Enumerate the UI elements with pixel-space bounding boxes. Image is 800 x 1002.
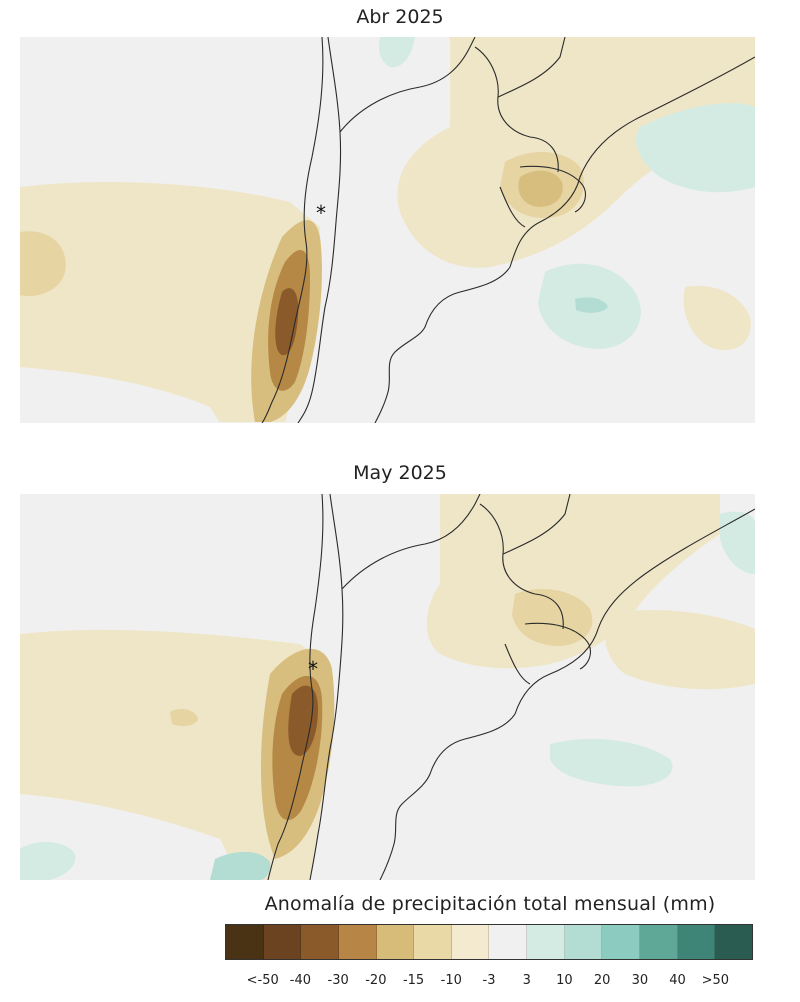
border-uruguay-west xyxy=(499,186,526,228)
border-brazil xyxy=(502,494,571,555)
wet-anomaly-south-tip xyxy=(210,851,271,880)
dry-anomaly-north xyxy=(397,37,755,268)
map-april: * xyxy=(20,37,755,423)
colorbar-swatch xyxy=(677,925,716,959)
dry-anomaly-north xyxy=(426,494,720,669)
dry-anomaly-uruguay-core xyxy=(518,170,563,207)
city-marker-icon: * xyxy=(308,657,318,681)
border-uruguay xyxy=(519,165,586,213)
wet-anomaly-north xyxy=(378,37,415,68)
colorbar-swatch xyxy=(602,925,641,959)
dry-anomaly-west-spot xyxy=(170,708,198,727)
border-andes xyxy=(297,37,342,423)
dry-anomaly-west-spot xyxy=(20,231,66,297)
colorbar-swatch xyxy=(564,925,603,959)
colorbar-swatch xyxy=(451,925,490,959)
wet-anomaly-south-core xyxy=(575,297,608,313)
colorbar-swatch xyxy=(715,925,752,959)
panel-title-may: May 2025 xyxy=(353,462,447,484)
colorbar-title: Anomalía de precipitación total mensual … xyxy=(264,893,716,915)
colorbar-tick-label: <-50 xyxy=(246,973,279,988)
colorbar-tick-label: >50 xyxy=(701,973,729,988)
border-paraguay xyxy=(479,503,564,630)
border-uruguay-west xyxy=(504,643,531,685)
colorbar-swatch xyxy=(263,925,302,959)
wet-anomaly-atlantic xyxy=(636,103,755,193)
colorbar-tick-label: 30 xyxy=(631,973,649,988)
dry-anomaly-pacific-low xyxy=(20,367,220,423)
colorbar-swatch xyxy=(301,925,339,959)
border-uruguay xyxy=(524,622,591,670)
dry-anomaly-uruguay xyxy=(512,589,593,646)
border-argentina-north xyxy=(339,37,476,133)
colorbar-tick-label: -40 xyxy=(289,973,312,988)
colorbar-tick-labels: <-50 -40 -30 -20 -15 -10 -3 3 10 20 30 40 >50 xyxy=(225,973,753,997)
colorbar-tick-label: 3 xyxy=(522,973,531,988)
border-brazil xyxy=(497,37,566,98)
colorbar-swatch xyxy=(640,925,678,959)
colorbar-tick-label: -30 xyxy=(327,973,349,988)
colorbar-tick-label: 10 xyxy=(556,973,573,988)
colorbar-swatch xyxy=(527,925,565,959)
dry-anomaly-chile-deep xyxy=(275,288,299,356)
panel-title-april: Abr 2025 xyxy=(356,6,444,28)
dry-anomaly-east xyxy=(683,285,751,351)
colorbar-swatch xyxy=(414,925,452,959)
colorbar-tick-label: -15 xyxy=(402,973,425,988)
city-marker-icon: * xyxy=(316,201,326,225)
colorbar xyxy=(225,924,753,960)
border-paraguay xyxy=(474,46,559,173)
coastline-pacific xyxy=(261,37,324,423)
colorbar-swatch xyxy=(338,925,377,959)
dry-anomaly-east xyxy=(605,609,755,690)
colorbar-tick-label: -10 xyxy=(440,973,462,988)
coastline-atlantic xyxy=(379,508,755,880)
wet-anomaly-southwest xyxy=(20,842,76,880)
wet-anomaly-south-atlantic xyxy=(550,739,673,787)
colorbar-tick-label: -20 xyxy=(365,973,387,988)
colorbar-swatch xyxy=(226,925,264,959)
colorbar-tick-label: 20 xyxy=(593,973,611,988)
colorbar-swatch xyxy=(376,925,415,959)
colorbar-swatch xyxy=(489,925,528,959)
dry-anomaly-pacific xyxy=(20,182,320,422)
wet-anomaly-east-north xyxy=(720,511,755,574)
dry-anomaly-chile-deep xyxy=(288,685,318,756)
coastline-atlantic xyxy=(374,56,755,423)
border-andes xyxy=(309,494,344,880)
colorbar-tick-label: 40 xyxy=(669,973,686,988)
map-may: * xyxy=(20,494,755,880)
border-argentina-north xyxy=(341,494,481,590)
colorbar-tick-label: -3 xyxy=(482,973,496,988)
coastline-pacific xyxy=(267,494,324,880)
